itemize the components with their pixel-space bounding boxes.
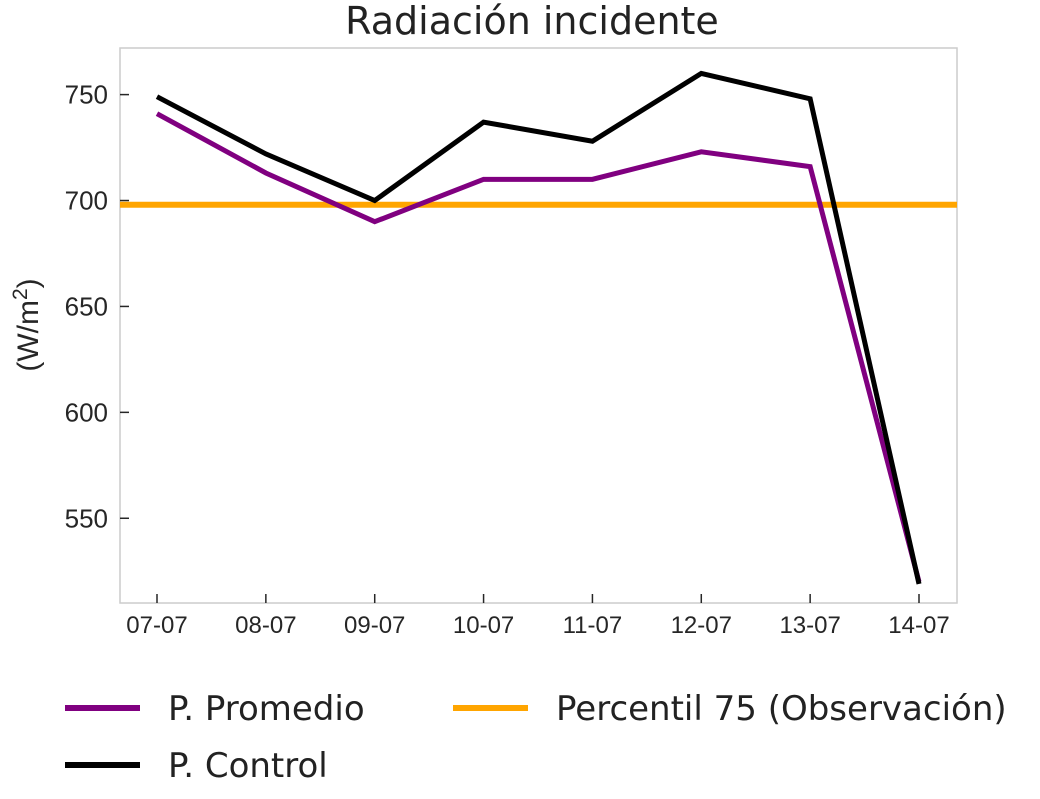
plot-area-frame xyxy=(119,47,958,604)
x-tick-label: 10-07 xyxy=(453,612,514,639)
x-tick-label: 09-07 xyxy=(344,612,405,639)
y-tick-label: 700 xyxy=(65,186,108,216)
y-axis-label: (W/m2) xyxy=(9,278,45,371)
x-axis-ticks: 07-07 08-07 09-07 10-07 11-07 12-07 13-07 14-07 xyxy=(126,594,950,639)
y-axis-label-main: (W/m xyxy=(12,300,45,372)
legend-label: Percentil 75 (Observación) xyxy=(556,689,1007,729)
y-axis-ticks: 550 600 650 700 750 xyxy=(65,80,129,533)
x-tick-label: 07-07 xyxy=(126,612,187,639)
x-tick-label: 14-07 xyxy=(888,612,949,639)
legend-label: P. Promedio xyxy=(168,689,365,729)
x-tick-label: 08-07 xyxy=(235,612,296,639)
series-lines xyxy=(155,70,922,585)
x-tick-label: 12-07 xyxy=(671,612,732,639)
x-tick-label: 13-07 xyxy=(779,612,840,639)
y-tick-label: 600 xyxy=(65,397,108,427)
y-axis-label-close: ) xyxy=(12,278,45,288)
x-tick-label: 11-07 xyxy=(563,612,623,639)
legend: P. Promedio P. Control Percentil 75 (Obser… xyxy=(65,689,1007,786)
y-axis-label-superscript: 2 xyxy=(9,288,32,300)
chart-title: Radiación incidente xyxy=(345,0,719,43)
y-tick-label: 550 xyxy=(65,503,108,533)
legend-label: P. Control xyxy=(168,746,328,786)
series-line-1 xyxy=(155,111,922,583)
series-line-2 xyxy=(155,70,922,585)
y-tick-label: 750 xyxy=(65,80,108,110)
y-tick-label: 650 xyxy=(65,291,108,321)
